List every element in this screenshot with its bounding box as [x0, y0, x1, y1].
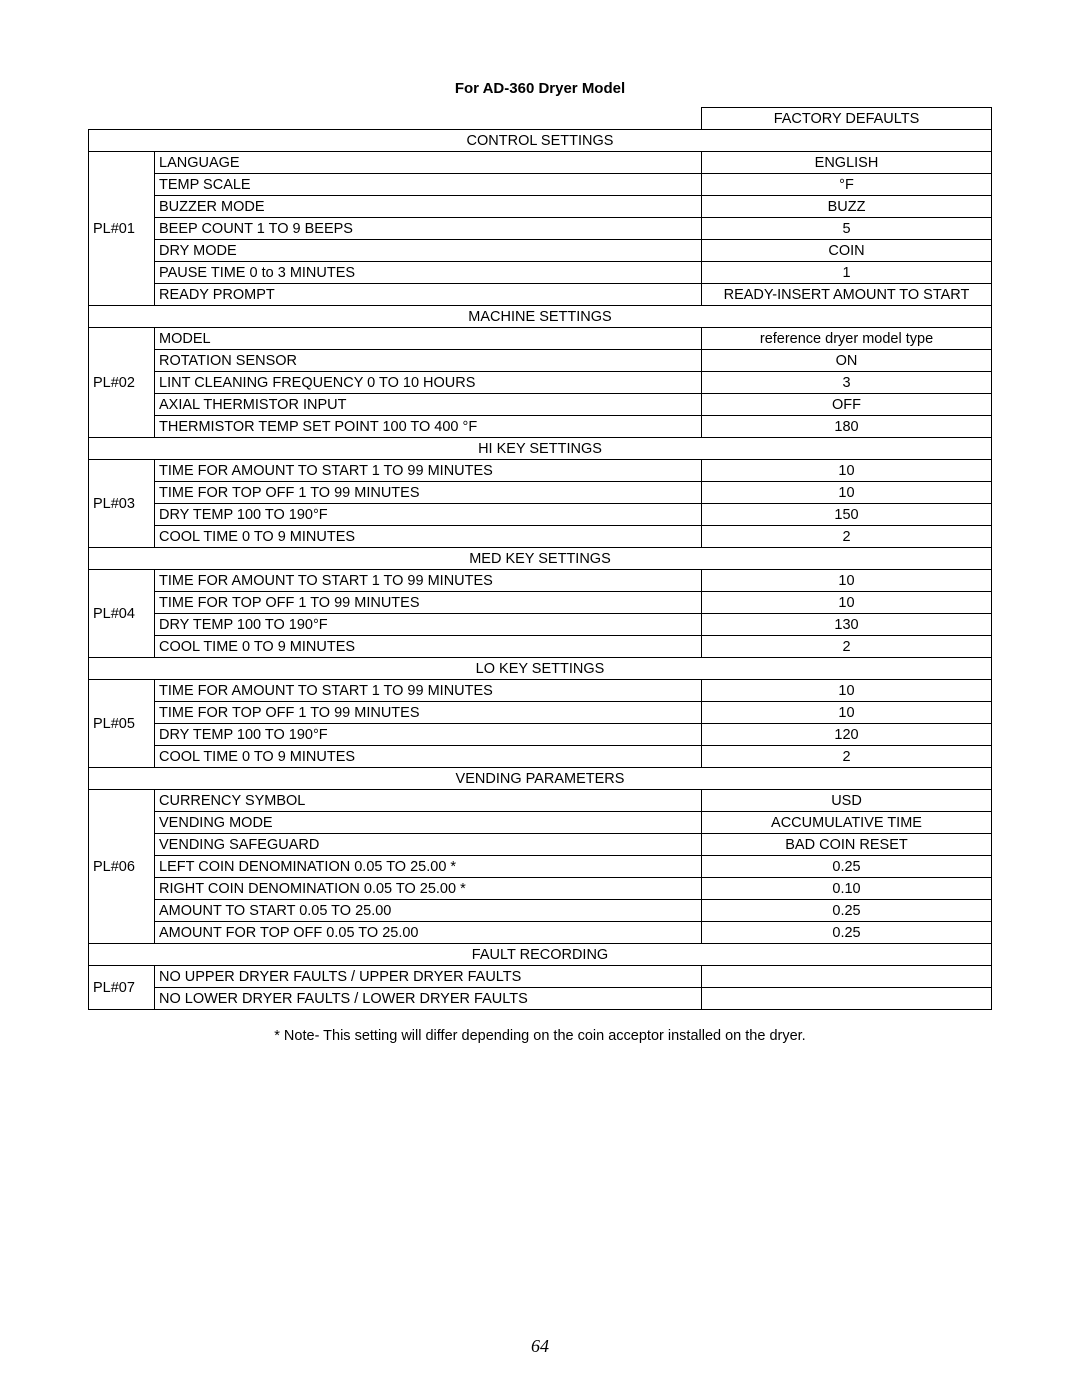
setting-name: PAUSE TIME 0 to 3 MINUTES: [155, 262, 702, 284]
setting-name: TIME FOR TOP OFF 1 TO 99 MINUTES: [155, 482, 702, 504]
setting-name: TIME FOR TOP OFF 1 TO 99 MINUTES: [155, 592, 702, 614]
setting-name: AMOUNT FOR TOP OFF 0.05 TO 25.00: [155, 922, 702, 944]
footnote: * Note- This setting will differ dependi…: [88, 1028, 992, 1044]
factory-default: 0.25: [702, 856, 992, 878]
factory-default: 5: [702, 218, 992, 240]
setting-name: TIME FOR AMOUNT TO START 1 TO 99 MINUTES: [155, 570, 702, 592]
setting-name: LINT CLEANING FREQUENCY 0 TO 10 HOURS: [155, 372, 702, 394]
factory-default: [702, 966, 992, 988]
setting-name: VENDING MODE: [155, 812, 702, 834]
factory-default: 130: [702, 614, 992, 636]
factory-default: 10: [702, 702, 992, 724]
factory-default: ON: [702, 350, 992, 372]
section-header: FAULT RECORDING: [89, 944, 992, 966]
setting-name: TIME FOR AMOUNT TO START 1 TO 99 MINUTES: [155, 460, 702, 482]
setting-name: CURRENCY SYMBOL: [155, 790, 702, 812]
header-factory-defaults: FACTORY DEFAULTS: [702, 108, 992, 130]
setting-name: DRY TEMP 100 TO 190°F: [155, 504, 702, 526]
setting-name: THERMISTOR TEMP SET POINT 100 TO 400 °F: [155, 416, 702, 438]
factory-default: OFF: [702, 394, 992, 416]
factory-default: ACCUMULATIVE TIME: [702, 812, 992, 834]
setting-name: DRY TEMP 100 TO 190°F: [155, 614, 702, 636]
factory-default: BAD COIN RESET: [702, 834, 992, 856]
factory-default: COIN: [702, 240, 992, 262]
setting-name: NO UPPER DRYER FAULTS / UPPER DRYER FAUL…: [155, 966, 702, 988]
setting-name: VENDING SAFEGUARD: [155, 834, 702, 856]
factory-default: 10: [702, 592, 992, 614]
pl-code: PL#05: [89, 680, 155, 768]
setting-name: BUZZER MODE: [155, 196, 702, 218]
factory-default: 2: [702, 746, 992, 768]
section-header: MACHINE SETTINGS: [89, 306, 992, 328]
factory-default: 10: [702, 680, 992, 702]
setting-name: TIME FOR TOP OFF 1 TO 99 MINUTES: [155, 702, 702, 724]
factory-default: 180: [702, 416, 992, 438]
section-header: VENDING PARAMETERS: [89, 768, 992, 790]
factory-default: 150: [702, 504, 992, 526]
page-title: For AD-360 Dryer Model: [88, 80, 992, 97]
factory-default: 0.25: [702, 900, 992, 922]
setting-name: COOL TIME 0 TO 9 MINUTES: [155, 746, 702, 768]
factory-default: 0.10: [702, 878, 992, 900]
section-header: CONTROL SETTINGS: [89, 130, 992, 152]
setting-name: NO LOWER DRYER FAULTS / LOWER DRYER FAUL…: [155, 988, 702, 1010]
factory-default: READY-INSERT AMOUNT TO START: [702, 284, 992, 306]
section-header: LO KEY SETTINGS: [89, 658, 992, 680]
factory-default: 0.25: [702, 922, 992, 944]
factory-default: BUZZ: [702, 196, 992, 218]
page-number: 64: [0, 1336, 1080, 1357]
factory-default: °F: [702, 174, 992, 196]
factory-default: 120: [702, 724, 992, 746]
factory-default: 10: [702, 482, 992, 504]
header-blank: [89, 108, 702, 130]
factory-default: [702, 988, 992, 1010]
section-header: MED KEY SETTINGS: [89, 548, 992, 570]
pl-code: PL#07: [89, 966, 155, 1010]
setting-name: LEFT COIN DENOMINATION 0.05 TO 25.00 *: [155, 856, 702, 878]
factory-default: USD: [702, 790, 992, 812]
pl-code: PL#04: [89, 570, 155, 658]
settings-table: FACTORY DEFAULTSCONTROL SETTINGSPL#01LAN…: [88, 107, 992, 1010]
factory-default: 10: [702, 570, 992, 592]
setting-name: DRY TEMP 100 TO 190°F: [155, 724, 702, 746]
setting-name: MODEL: [155, 328, 702, 350]
factory-default: 3: [702, 372, 992, 394]
pl-code: PL#01: [89, 152, 155, 306]
setting-name: RIGHT COIN DENOMINATION 0.05 TO 25.00 *: [155, 878, 702, 900]
setting-name: ROTATION SENSOR: [155, 350, 702, 372]
factory-default: 2: [702, 526, 992, 548]
setting-name: TIME FOR AMOUNT TO START 1 TO 99 MINUTES: [155, 680, 702, 702]
setting-name: AXIAL THERMISTOR INPUT: [155, 394, 702, 416]
setting-name: AMOUNT TO START 0.05 TO 25.00: [155, 900, 702, 922]
factory-default: 2: [702, 636, 992, 658]
section-header: HI KEY SETTINGS: [89, 438, 992, 460]
factory-default: reference dryer model type: [702, 328, 992, 350]
pl-code: PL#03: [89, 460, 155, 548]
setting-name: DRY MODE: [155, 240, 702, 262]
setting-name: LANGUAGE: [155, 152, 702, 174]
factory-default: 1: [702, 262, 992, 284]
setting-name: READY PROMPT: [155, 284, 702, 306]
pl-code: PL#02: [89, 328, 155, 438]
setting-name: BEEP COUNT 1 TO 9 BEEPS: [155, 218, 702, 240]
document-page: For AD-360 Dryer Model FACTORY DEFAULTSC…: [0, 0, 1080, 1397]
setting-name: COOL TIME 0 TO 9 MINUTES: [155, 636, 702, 658]
pl-code: PL#06: [89, 790, 155, 944]
factory-default: ENGLISH: [702, 152, 992, 174]
factory-default: 10: [702, 460, 992, 482]
setting-name: COOL TIME 0 TO 9 MINUTES: [155, 526, 702, 548]
setting-name: TEMP SCALE: [155, 174, 702, 196]
